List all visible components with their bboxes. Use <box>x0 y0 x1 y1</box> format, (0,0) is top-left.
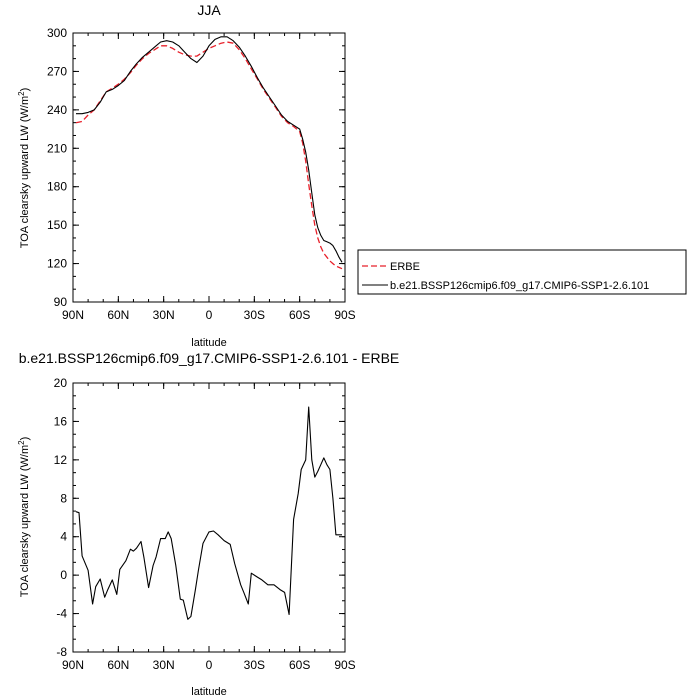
x-tick-label: 0 <box>206 308 213 322</box>
x-tick-label: 60S <box>289 658 310 672</box>
top-panel-jja: JJA 90N 60N 30N 0 30S 60S 90S 90 120 150 180 210 240… <box>17 2 687 349</box>
series-line-1-0 <box>75 406 342 620</box>
bottom-panel-difference: b.e21.BSSP126cmip6.f09_g17.CMIP6-SSP1-2.… <box>17 350 399 698</box>
x-tick-label: 90N <box>62 308 84 322</box>
legend: ERBE b.e21.BSSP126cmip6.f09_g17.CMIP6-SS… <box>357 249 687 295</box>
x-tick-label: 30S <box>244 658 265 672</box>
top-panel-y-axis-title-main: TOA clearsky upward LW (W/m <box>19 96 31 248</box>
y-tick-label: 20 <box>54 376 68 390</box>
top-panel-x-axis-title: latitude <box>191 337 226 349</box>
top-panel-title: JJA <box>197 2 221 18</box>
top-panel-y-axis-title-superscript: 2 <box>17 91 26 96</box>
bottom-panel-y-axis-title-main: TOA clearsky upward LW (W/m <box>19 445 31 597</box>
legend-label-model: b.e21.BSSP126cmip6.f09_g17.CMIP6-SSP1-2.… <box>390 280 649 292</box>
x-tick-label: 0 <box>206 658 213 672</box>
top-panel-y-axis-title: TOA clearsky upward LW (W/m2) <box>17 88 31 249</box>
y-tick-label: 4 <box>60 530 67 544</box>
bottom-panel-series <box>75 406 342 620</box>
y-tick-label: 8 <box>60 491 67 505</box>
y-tick-label: 300 <box>47 26 67 40</box>
y-tick-label: 120 <box>47 257 67 271</box>
series-line-0-1 <box>76 36 343 263</box>
plot-frame <box>72 382 346 653</box>
y-tick-label: -8 <box>56 645 67 659</box>
y-tick-label: 150 <box>47 218 67 232</box>
x-tick-label: 30N <box>153 308 175 322</box>
x-tick-label: 90S <box>334 308 355 322</box>
x-tick-label: 90N <box>62 658 84 672</box>
x-tick-label: 90S <box>334 658 355 672</box>
y-tick-label: 270 <box>47 64 67 78</box>
x-tick-label: 60N <box>107 658 129 672</box>
y-tick-label: 180 <box>47 180 67 194</box>
series-line-0-0 <box>75 41 343 270</box>
y-tick-label: 210 <box>47 141 67 155</box>
plot-frame <box>72 32 346 303</box>
y-tick-label: 90 <box>54 295 68 309</box>
top-panel-series <box>75 36 343 270</box>
y-tick-label: 0 <box>60 568 67 582</box>
bottom-panel-x-axis-title: latitude <box>191 686 226 698</box>
top-panel-y-axis-title-tail: ) <box>19 88 31 92</box>
y-tick-label: 16 <box>54 414 68 428</box>
legend-label-erbe: ERBE <box>390 261 420 273</box>
x-tick-label: 30N <box>153 658 175 672</box>
x-tick-label: 60N <box>107 308 129 322</box>
bottom-panel-y-axis-title-tail: ) <box>19 437 31 441</box>
x-tick-label: 60S <box>289 308 310 322</box>
x-tick-label: 30S <box>244 308 265 322</box>
bottom-panel-y-axis-title-superscript: 2 <box>17 440 26 445</box>
y-tick-label: 240 <box>47 103 67 117</box>
legend-box <box>357 249 687 295</box>
bottom-panel-title: b.e21.BSSP126cmip6.f09_g17.CMIP6-SSP1-2.… <box>19 350 400 366</box>
y-tick-label: -4 <box>56 607 67 621</box>
bottom-panel-plot-area: 90N 60N 30N 0 30S 60S 90S -8 -4 0 4 8 12 16 20 <box>54 376 356 672</box>
y-tick-label: 12 <box>54 453 68 467</box>
bottom-panel-y-axis-title: TOA clearsky upward LW (W/m2) <box>17 437 31 598</box>
top-panel-plot-area: 90N 60N 30N 0 30S 60S 90S 90 120 150 180 210 240 270 3… <box>47 26 356 322</box>
